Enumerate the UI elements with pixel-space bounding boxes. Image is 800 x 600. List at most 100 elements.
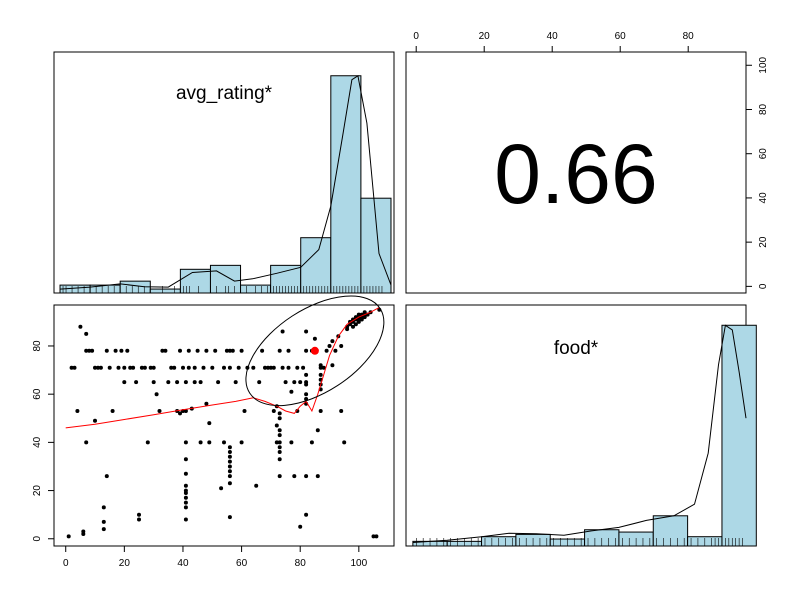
scatter-point [227,474,232,479]
scatter-point [295,409,300,413]
scatter-point [227,481,232,486]
scatter-point [198,440,203,445]
scatter-point [277,450,282,454]
scatter-point [183,440,188,445]
scatter-point [339,409,344,413]
scatter-point [172,365,177,370]
top-right-y-axis: 0 20 40 60 80 100 [745,56,769,289]
scatter-point [277,416,282,421]
scatter-point [227,459,232,464]
scatter-point [145,440,150,445]
tick-label: 20 [119,558,131,569]
scatter-point [280,329,285,334]
scatter-point [186,365,191,370]
scatter-point [219,486,224,491]
scatter-point [315,428,320,433]
scatter-point [183,495,188,500]
scatter-point [301,365,306,370]
scatter-point [351,324,355,329]
scatter-point [192,365,197,370]
scatter-point [98,365,103,370]
tick-label: 80 [683,31,695,42]
rug-marks [62,286,383,293]
scatter-point [277,440,282,445]
scatter-point [374,534,379,539]
scatter-point [166,380,171,385]
scatter-points [66,307,382,539]
scatter-point [186,348,191,353]
scatter-point [271,409,276,413]
scatter-point [233,380,238,385]
scatter-point [330,363,335,368]
scatter-point [227,445,232,450]
scatter-point [178,411,182,416]
density-curve [59,74,392,290]
scatter-point [286,365,291,370]
scatter-point [84,348,89,353]
scatter-point [183,517,188,522]
scatter-point [280,365,285,370]
scatter-point [236,365,241,370]
tick-label: 100 [758,56,769,73]
scatter-point [227,450,232,454]
scatter-point [81,529,86,534]
scatter-point [224,348,229,353]
scatter-point [90,348,95,353]
scatter-point [104,348,109,353]
scatter-point [318,372,323,377]
scatter-point [66,534,71,539]
scatter-point [183,500,188,505]
histogram-bar [300,237,332,294]
scatter-point [192,380,197,385]
tick-label: 80 [295,558,307,569]
scatter-point [257,380,262,385]
tick-label: 100 [350,558,367,569]
panel-scatter: 0 20 40 60 80 100 0 20 40 60 80 [32,295,395,569]
scatter-point [286,348,291,353]
scatter-point [148,365,153,370]
tick-label: 60 [758,148,769,160]
scatter-point [295,365,300,370]
scatter-y-axis: 0 20 40 60 80 [32,340,55,542]
scatter-point [298,524,303,529]
scatter-point [327,344,332,348]
panel-food-histogram: food* [405,304,757,547]
scatter-point [321,365,326,370]
scatter-point [178,348,182,353]
scatter-point [227,454,232,459]
scatter-point [207,421,212,426]
scatter-point [277,428,282,433]
histogram-bar [149,288,181,294]
scatter-point [271,365,276,370]
scatter-point [227,348,232,353]
scatter-point [362,310,367,315]
scatter-point [277,348,282,353]
scatter-point [69,365,74,370]
scatter-point [131,365,136,370]
scatter-point [116,365,121,370]
correlation-ellipse [245,295,385,407]
tick-label: 60 [32,388,43,400]
scatter-point [113,348,118,353]
scatter-point [84,440,89,445]
scatter-point [151,365,156,370]
histogram-bar [330,75,362,294]
scatter-point [277,474,282,479]
scatter-point [183,457,188,462]
scatter-point [122,365,127,370]
scatter-point [183,380,188,385]
tick-label: 20 [758,236,769,248]
tick-label: 60 [615,31,627,42]
scatter-point [339,344,344,348]
scatter-point [274,440,279,445]
histogram-bar [179,268,211,294]
scatter-point [122,380,127,385]
scatter-point [204,401,209,406]
scatter-point [101,527,106,532]
scatter-point [101,519,106,524]
panel-correlation: 0 20 40 60 80 0 20 40 60 80 100 0.66 [405,31,769,294]
scatter-point [222,440,226,445]
scatter-point [125,348,130,353]
scatter-point [304,329,309,334]
scatter-point [84,331,89,336]
